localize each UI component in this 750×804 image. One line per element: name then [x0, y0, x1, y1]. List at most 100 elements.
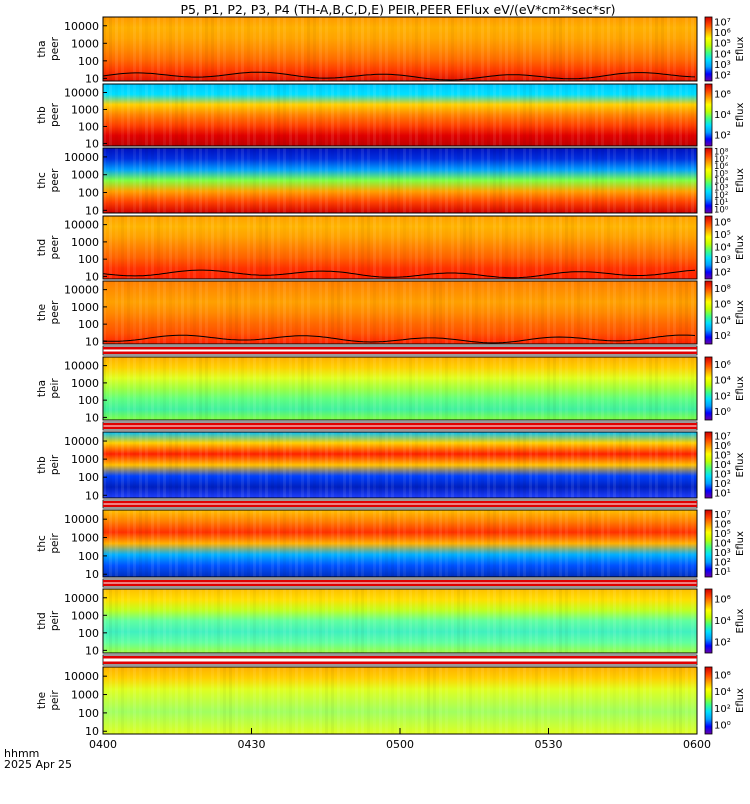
- colorbar-tick-label: 10³: [714, 60, 731, 71]
- colorbar-tick-label: 10¹: [714, 198, 728, 208]
- y-tick-label: 1000: [71, 609, 99, 622]
- colorbar-tick-label: 10²: [714, 391, 731, 402]
- x-axis: 0400 0430 0500 0530 0600: [89, 728, 711, 751]
- y-tick-label: 100: [78, 550, 99, 563]
- y-tick-label: 10: [85, 204, 99, 217]
- y-tick-label: 10000: [64, 513, 99, 526]
- spectrogram-thd-peir: [103, 589, 697, 653]
- panel-frame: [102, 588, 698, 654]
- y-tick-label: 100: [78, 120, 99, 133]
- y-tick-label: 10000: [64, 284, 99, 297]
- colorbar-tick-label: 10⁰: [714, 721, 731, 732]
- y-tick-label: 1000: [71, 103, 99, 116]
- panel-the-peir: 10 100 1000 10000 the peir 10⁰ 10² 10⁴ 10⁶ Eflux: [36, 666, 746, 738]
- panel-probe-label: thd: [36, 612, 48, 629]
- colorbar-tick-label: 10³: [714, 469, 731, 480]
- panel-probe-label: thb: [36, 106, 48, 124]
- colorbar-tick-label: 10⁷: [714, 155, 729, 165]
- colorbar-label: Eflux: [735, 235, 746, 260]
- x-tick-label: 0400: [89, 738, 117, 751]
- colorbar-tick-label: 10⁵: [714, 529, 731, 540]
- colorbar: [704, 280, 713, 345]
- colorbar-tick-label: 10⁵: [714, 39, 731, 50]
- y-tick-label: 100: [78, 627, 99, 640]
- panel-frame: [102, 16, 698, 82]
- panel-thc-peir: 10 100 1000 10000 thc peir 10¹10²10³10⁴10⁵10⁶1…: [36, 509, 746, 581]
- y-tick-label: 10: [85, 489, 99, 502]
- y-tick-label: 10: [85, 335, 99, 348]
- colorbar-label: Eflux: [735, 688, 746, 713]
- y-tick-label: 10: [85, 72, 99, 85]
- colorbar-tick-label: 10⁶: [714, 360, 731, 371]
- spacecraft-potential-line: [102, 334, 696, 344]
- colorbar-label: Eflux: [735, 531, 746, 556]
- colorbar-tick-label: 10⁶: [714, 519, 731, 530]
- spectrogram-the-peer: [103, 281, 697, 344]
- colorbar-tick-label: 10⁴: [714, 177, 729, 187]
- colorbar-tick-label: 10⁶: [714, 89, 731, 100]
- panel-frame: [102, 147, 698, 214]
- colorbar-tick-label: 10⁴: [714, 315, 731, 326]
- spectrogram-texture: [109, 667, 694, 734]
- spectrogram-texture: [103, 357, 688, 420]
- spectrogram-texture: [103, 589, 694, 653]
- panel-species-label: peir: [49, 533, 61, 554]
- colorbar: [704, 666, 713, 735]
- panel-thb-peer: 10 100 1000 10000 thb peer 10² 10⁴ 10⁶ Eflux: [36, 83, 746, 150]
- spectrogram-texture: [103, 216, 688, 279]
- colorbar-tick-label: 10⁴: [714, 539, 731, 550]
- panel-species-label: peir: [49, 454, 61, 475]
- y-tick-label: 10: [85, 725, 99, 738]
- colorbar: [704, 509, 713, 578]
- colorbar-tick-label: 10¹: [714, 488, 731, 499]
- colorbar-tick-label: 10⁶: [714, 595, 731, 606]
- colorbar: [704, 431, 713, 499]
- colorbar-tick-label: 10⁶: [714, 162, 729, 172]
- y-tick-label: 10: [85, 411, 99, 424]
- colorbar-tick-label: 10²: [714, 268, 731, 279]
- colorbar-tick-label: 10⁴: [714, 460, 731, 471]
- spectrogram-thb-peer: [103, 84, 697, 146]
- colorbar-label: Eflux: [735, 376, 746, 401]
- colorbar-tick-label: 10⁴: [714, 243, 731, 254]
- spectrogram-texture: [103, 281, 694, 344]
- colorbar-tick-label: 10²: [714, 637, 731, 648]
- colorbar-tick-label: 10⁶: [714, 300, 731, 311]
- colorbar-tick-label: 10⁰: [714, 205, 729, 215]
- y-tick-label: 100: [78, 253, 99, 266]
- data-flag-bar: [102, 654, 698, 666]
- colorbar-tick-label: 10⁸: [714, 148, 729, 158]
- y-tick-label: 10000: [64, 670, 99, 683]
- colorbar-tick-label: 10⁵: [714, 169, 728, 179]
- panel-species-label: peer: [49, 168, 61, 193]
- panel-frame: [102, 215, 698, 280]
- colorbar-tick-label: 10⁶: [714, 670, 731, 681]
- y-tick-label: 10000: [64, 219, 99, 232]
- spectrogram-tha-peer: [103, 17, 697, 81]
- panel-the-peer: 10 100 1000 10000 the peer 10² 10⁴ 10⁶ 10⁸ Eflux: [36, 280, 746, 348]
- spectrogram-texture: [103, 432, 694, 498]
- x-tick-label: 0430: [238, 738, 266, 751]
- colorbar-tick-label: 10⁰: [714, 407, 731, 418]
- y-tick-label: 1000: [71, 301, 99, 314]
- spectrogram-texture: [109, 17, 694, 81]
- y-tick-label: 1000: [71, 532, 99, 545]
- colorbar-tick-label: 10³: [714, 255, 731, 266]
- colorbar: [704, 588, 713, 654]
- colorbar-tick-label: 10²: [714, 704, 731, 715]
- colorbar-tick-label: 10²: [714, 331, 731, 342]
- colorbar-label: Eflux: [735, 608, 746, 633]
- panel-probe-label: tha: [36, 380, 48, 397]
- panel-species-label: peir: [49, 378, 61, 399]
- panel-probe-label: thb: [36, 456, 48, 474]
- colorbar: [704, 147, 713, 214]
- panel-frame: [102, 356, 698, 421]
- y-tick-label: 10: [85, 568, 99, 581]
- colorbar-label: Eflux: [735, 168, 746, 193]
- panel-probe-label: the: [36, 304, 48, 321]
- colorbar-label: Eflux: [735, 452, 746, 477]
- y-tick-label: 100: [78, 707, 99, 720]
- y-tick-label: 10000: [64, 151, 99, 164]
